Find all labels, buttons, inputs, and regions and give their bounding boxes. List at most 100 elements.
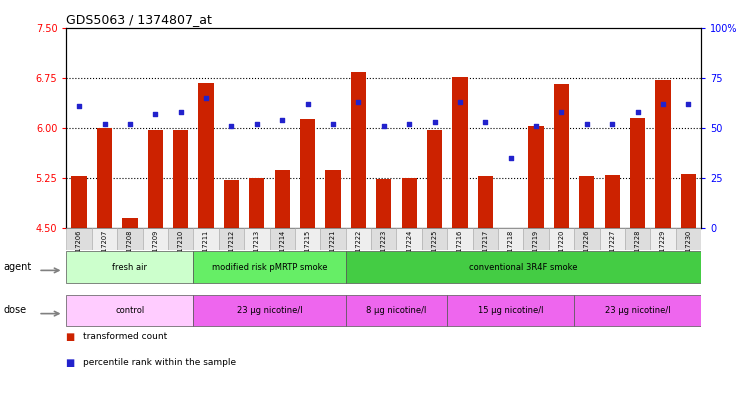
Bar [630,118,645,228]
Bar [447,295,574,326]
Bar [244,228,269,250]
Text: fresh air: fresh air [112,263,148,272]
Bar [193,252,345,283]
Point [251,121,263,127]
Point [353,99,365,105]
Point [683,101,694,107]
Bar [173,130,188,228]
Bar [549,228,574,250]
Text: GSM1217217: GSM1217217 [483,230,489,274]
Bar [371,228,396,250]
Bar [275,170,290,228]
Bar [427,130,442,228]
Bar [193,295,345,326]
Text: GSM1217216: GSM1217216 [457,230,463,274]
Bar [92,228,117,250]
Text: GSM1217222: GSM1217222 [356,230,362,274]
Bar [422,228,447,250]
Bar [325,170,341,228]
Text: control: control [115,306,145,315]
Bar [401,178,417,228]
Point [73,103,85,109]
Bar [650,228,676,250]
Bar [579,176,595,228]
Bar [523,228,549,250]
Point [607,121,618,127]
Text: GSM1217208: GSM1217208 [127,230,133,274]
Text: transformed count: transformed count [83,332,167,341]
Text: GSM1217230: GSM1217230 [686,230,692,274]
Point [505,155,517,161]
Bar [625,228,650,250]
Point [276,117,288,123]
Bar [554,84,569,228]
Bar [117,228,142,250]
Point [403,121,415,127]
Text: ■: ■ [66,332,79,342]
Text: percentile rank within the sample: percentile rank within the sample [83,358,235,367]
Text: agent: agent [4,262,32,272]
Bar [472,228,498,250]
Bar [300,119,315,228]
Bar [345,252,701,283]
Bar [148,130,163,228]
Text: GSM1217226: GSM1217226 [584,230,590,274]
Point [556,108,568,115]
Bar [199,83,214,228]
Bar [676,228,701,250]
Text: GDS5063 / 1374807_at: GDS5063 / 1374807_at [66,13,213,26]
Text: GSM1217206: GSM1217206 [76,230,82,274]
Text: 23 μg nicotine/l: 23 μg nicotine/l [237,306,303,315]
Bar [376,178,391,228]
Text: GSM1217220: GSM1217220 [559,230,565,274]
Point [124,121,136,127]
Bar [193,228,218,250]
Text: GSM1217221: GSM1217221 [330,230,336,274]
Bar [218,228,244,250]
Text: 8 μg nicotine/l: 8 μg nicotine/l [366,306,427,315]
Text: conventional 3R4F smoke: conventional 3R4F smoke [469,263,578,272]
Text: GSM1217228: GSM1217228 [635,230,641,274]
Text: GSM1217223: GSM1217223 [381,230,387,274]
Point [378,123,390,129]
Text: GSM1217210: GSM1217210 [178,230,184,274]
Bar [655,80,671,228]
Bar [249,178,264,228]
Bar [66,295,193,326]
Bar [396,228,422,250]
Bar [320,228,345,250]
Bar [680,174,696,228]
Bar [345,228,371,250]
Bar [447,228,472,250]
Point [581,121,593,127]
Point [99,121,111,127]
Point [632,108,644,115]
Bar [66,228,92,250]
Point [454,99,466,105]
Bar [345,295,447,326]
Text: GSM1217225: GSM1217225 [432,230,438,274]
Text: GSM1217219: GSM1217219 [533,230,539,274]
Bar [142,228,168,250]
Point [530,123,542,129]
Bar [97,128,112,228]
Text: GSM1217218: GSM1217218 [508,230,514,274]
Text: GSM1217213: GSM1217213 [254,230,260,274]
Point [429,119,441,125]
Point [480,119,492,125]
Point [657,101,669,107]
Text: dose: dose [4,305,27,316]
Point [149,110,161,117]
Bar [452,77,468,228]
Bar [269,228,295,250]
Text: GSM1217229: GSM1217229 [660,230,666,274]
Bar [66,252,193,283]
Text: GSM1217209: GSM1217209 [152,230,158,274]
Bar [528,127,544,228]
Text: 23 μg nicotine/l: 23 μg nicotine/l [605,306,670,315]
Bar [599,228,625,250]
Bar [295,228,320,250]
Point [302,101,314,107]
Point [175,108,187,115]
Bar [498,228,523,250]
